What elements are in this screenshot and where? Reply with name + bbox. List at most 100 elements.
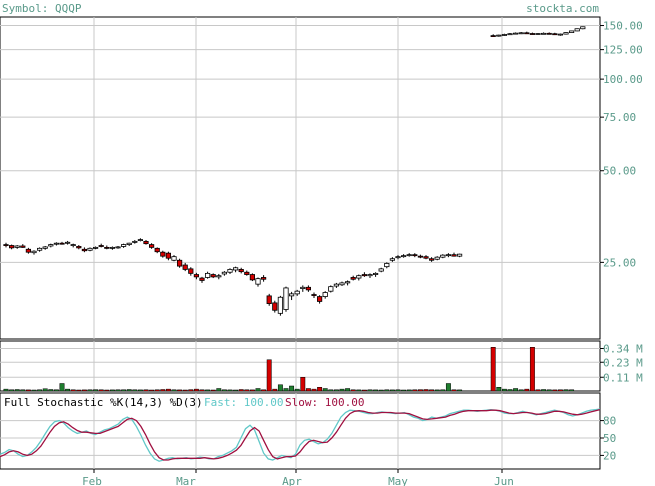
stochastic-y-axis: 80 50 20 <box>600 415 616 462</box>
candle-body <box>266 295 272 304</box>
volume-bar <box>524 388 530 392</box>
candle-body <box>496 34 502 37</box>
candle <box>210 273 216 279</box>
candle-body <box>104 246 110 249</box>
candle-body <box>361 274 368 277</box>
stochastic-tick-label: 20 <box>603 449 616 462</box>
volume-bar <box>205 389 211 392</box>
stochastic-panel: 80 50 20 Full Stochastic %K(14,3) %D(3) Fa… <box>0 392 616 470</box>
candle <box>42 245 48 250</box>
volume-bar <box>339 388 345 392</box>
candle <box>294 289 300 296</box>
candle <box>109 246 115 250</box>
candle-body <box>507 33 513 36</box>
candle-body <box>87 247 93 251</box>
candle <box>445 253 452 258</box>
candle <box>260 275 267 282</box>
volume-bar <box>518 389 524 392</box>
candle-body <box>440 254 446 258</box>
candle <box>53 242 60 246</box>
volume-bar <box>541 389 547 392</box>
volume-bar <box>182 389 188 392</box>
candle-body <box>121 244 127 247</box>
candle-body <box>569 30 575 33</box>
candle <box>569 30 575 33</box>
candle-body <box>31 250 37 254</box>
x-axis: Feb Mar Apr May Jun <box>82 469 514 486</box>
candle <box>199 276 205 283</box>
volume-bar <box>361 389 367 392</box>
candle-body <box>59 242 65 245</box>
candle-body <box>216 275 222 278</box>
volume-bar <box>373 389 379 392</box>
candle <box>501 33 508 36</box>
volume-panel-border <box>0 340 601 392</box>
candle <box>283 286 289 312</box>
candle-body <box>384 263 390 268</box>
volume-bar <box>429 389 435 392</box>
candle-body <box>137 239 143 241</box>
volume-bar <box>109 389 115 392</box>
candle <box>171 255 177 262</box>
candle-body <box>406 254 412 257</box>
candle <box>227 268 233 274</box>
candle-body <box>227 269 233 273</box>
candle <box>541 32 547 35</box>
candle <box>188 267 194 276</box>
candle-body <box>25 248 32 253</box>
candle-body <box>417 255 424 258</box>
volume-bar <box>25 389 31 392</box>
volume-bar <box>496 387 502 392</box>
site-label[interactable]: stockta.com <box>526 2 599 15</box>
volume-y-axis: 0.34 M0.23 M 0.11 M <box>600 343 643 384</box>
candle <box>143 240 149 245</box>
volume-bar <box>199 389 205 392</box>
candle <box>305 285 312 292</box>
candle-body <box>367 274 373 277</box>
volume-bar <box>160 389 166 392</box>
volume-bar <box>305 388 311 392</box>
price-tick-label: 150.00 <box>603 20 643 33</box>
volume-bar <box>300 377 306 392</box>
candle-body <box>541 32 547 35</box>
candle-body <box>148 244 155 248</box>
candle <box>322 291 328 299</box>
candle-body <box>171 256 177 261</box>
volume-bar <box>143 389 149 392</box>
candle-body <box>400 255 407 258</box>
candle-body <box>76 246 82 249</box>
stochastic-panel-border <box>0 392 601 470</box>
candle <box>372 272 379 277</box>
volume-bar <box>546 389 552 392</box>
candle-body <box>456 253 463 257</box>
candle-body <box>529 33 536 35</box>
volume-bar <box>59 383 65 392</box>
candle <box>356 274 362 281</box>
volume-bar <box>311 388 317 392</box>
candle-body <box>389 258 396 261</box>
candle-body <box>423 256 429 259</box>
candle-body <box>546 32 552 35</box>
candle-body <box>93 246 99 249</box>
volume-bar <box>137 389 143 392</box>
candle-body <box>154 247 160 253</box>
candle-body <box>160 251 166 257</box>
volume-bar <box>367 389 373 392</box>
candle <box>255 277 261 287</box>
candle <box>104 245 110 250</box>
candle <box>417 254 424 259</box>
candle <box>20 244 26 248</box>
candle-body <box>3 244 9 246</box>
volume-bar <box>535 389 541 392</box>
candle <box>580 26 586 30</box>
volume-tick-label: 0.34 M <box>603 343 643 356</box>
candle <box>350 275 356 281</box>
volume-bar <box>244 389 250 392</box>
volume-bar <box>412 389 418 392</box>
candle <box>216 273 222 280</box>
candle <box>126 242 132 246</box>
candle-body <box>311 294 317 296</box>
candle-body <box>188 268 194 274</box>
candle-body <box>328 286 334 292</box>
volume-bar <box>266 359 272 392</box>
